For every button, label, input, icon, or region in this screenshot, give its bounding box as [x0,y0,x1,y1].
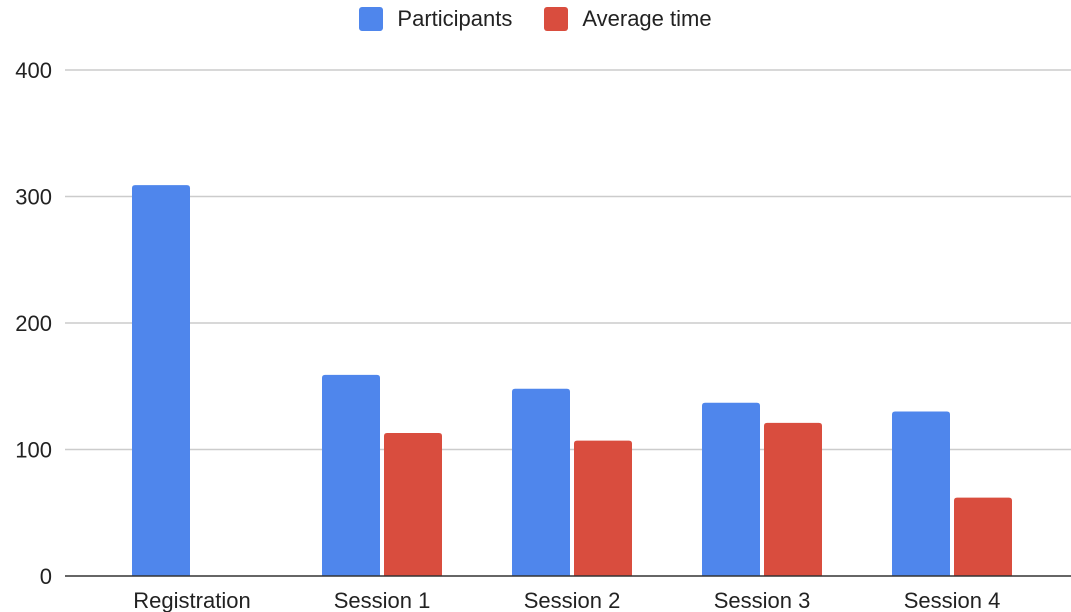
bar-participants-session-4[interactable] [892,411,950,576]
legend-swatch-participants [359,7,384,31]
legend-item-participants[interactable]: Participants [359,6,512,32]
legend-item-average-time[interactable]: Average time [544,6,712,32]
bar-average-time-session-4[interactable] [954,497,1012,576]
y-tick-label: 300 [15,185,52,210]
legend-label-average-time: Average time [582,6,712,31]
x-tick-label: Session 3 [714,588,811,612]
bar-participants-registration[interactable] [132,185,190,577]
bar-participants-session-2[interactable] [512,388,570,576]
y-tick-label: 100 [15,438,52,463]
bar-average-time-session-2[interactable] [574,440,632,576]
x-tick-label: Session 4 [904,588,1001,612]
y-tick-label: 0 [40,564,52,589]
bar-participants-session-3[interactable] [702,402,760,576]
legend-swatch-average-time [544,7,569,31]
x-axis-ticks: Registration Session 1 Session 2 Session 3 S… [133,588,1000,612]
x-tick-label: Registration [133,588,250,612]
bar-average-time-session-3[interactable] [764,422,822,576]
bars [132,185,1012,577]
x-tick-label: Session 1 [334,588,431,612]
x-tick-label: Session 2 [524,588,621,612]
y-tick-label: 400 [15,58,52,83]
y-axis-ticks: 0 100 200 300 400 [15,58,52,589]
legend-label-participants: Participants [397,6,513,31]
y-tick-label: 200 [15,311,52,336]
legend: Participants Average time [0,6,1071,32]
bar-average-time-session-1[interactable] [384,433,442,576]
bar-participants-session-1[interactable] [322,374,380,576]
